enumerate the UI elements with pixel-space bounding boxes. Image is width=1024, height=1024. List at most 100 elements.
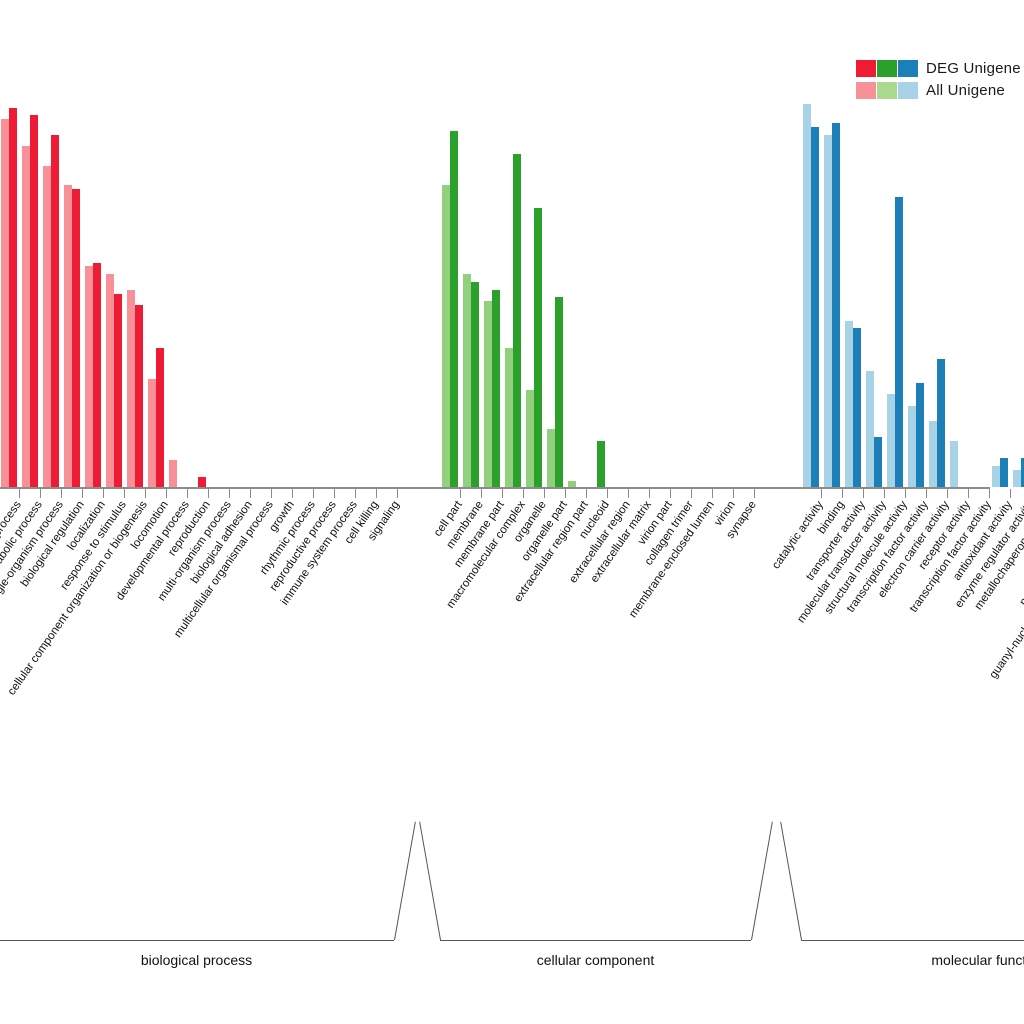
bar-deg-unigene — [135, 305, 143, 487]
x-axis-tick — [354, 489, 356, 498]
x-axis-tick — [1009, 489, 1011, 498]
bar-deg-unigene — [895, 196, 904, 487]
x-axis-tick — [165, 489, 167, 498]
x-axis-tick — [270, 489, 272, 498]
x-axis-tick — [186, 489, 188, 498]
bar-deg-unigene — [51, 134, 59, 487]
bar-deg-unigene — [534, 208, 542, 487]
x-axis-tick — [904, 489, 906, 498]
x-axis-tick — [102, 489, 104, 498]
bar-all-unigene — [483, 301, 492, 487]
x-axis-tick — [543, 489, 545, 498]
bar-all-unigene — [949, 440, 958, 487]
x-axis-tick — [690, 489, 692, 498]
x-axis-tick — [18, 489, 20, 498]
x-axis-tick — [627, 489, 629, 498]
legend-swatch-red-deg — [856, 59, 876, 77]
legend-swatch-red-all — [856, 81, 876, 99]
x-axis-tick — [375, 489, 377, 498]
category-label: molecular function — [931, 952, 1024, 968]
legend-swatch-blue-deg — [898, 59, 918, 77]
bar-deg-unigene — [937, 359, 946, 487]
plot-area — [0, 0, 1024, 487]
legend-label-all: All Unigene — [926, 81, 1005, 99]
x-axis-tick — [480, 489, 482, 498]
x-axis-tick — [862, 489, 864, 498]
category-bracket-biological-process — [0, 940, 394, 941]
bar-deg-unigene — [9, 107, 17, 487]
bracket-leader-line — [394, 821, 416, 941]
bar-all-unigene — [567, 481, 576, 487]
x-axis-tick — [648, 489, 650, 498]
bar-all-unigene — [907, 405, 916, 487]
x-axis-tick — [312, 489, 314, 498]
x-axis-tick — [564, 489, 566, 498]
x-axis-tick — [711, 489, 713, 498]
bar-deg-unigene — [597, 440, 605, 487]
bar-all-unigene — [928, 421, 937, 487]
x-axis-tick — [925, 489, 927, 498]
bar-all-unigene — [63, 185, 72, 487]
legend-row-deg: DEG Unigene — [856, 57, 1021, 79]
x-axis-tick — [81, 489, 83, 498]
x-axis-tick — [883, 489, 885, 498]
legend-swatch-blue-all — [898, 81, 918, 99]
bar-all-unigene — [865, 370, 874, 487]
bar-all-unigene — [823, 134, 832, 487]
category-bracket-molecular-function — [801, 940, 1024, 941]
bar-all-unigene — [802, 103, 811, 487]
bar-deg-unigene — [471, 281, 479, 487]
bracket-leader-line — [780, 821, 803, 941]
x-axis-tick — [396, 489, 398, 498]
bar-all-unigene — [42, 165, 51, 487]
x-axis-tick — [946, 489, 948, 498]
category-label: biological process — [140, 952, 253, 968]
bar-all-unigene — [84, 266, 93, 487]
bar-deg-unigene — [114, 293, 122, 487]
bar-deg-unigene — [513, 154, 521, 487]
bar-all-unigene — [546, 428, 555, 487]
x-axis-tick — [333, 489, 335, 498]
bar-deg-unigene — [1000, 457, 1009, 487]
bar-all-unigene — [147, 378, 156, 487]
bracket-leader-line — [751, 821, 773, 941]
x-axis-line — [0, 487, 990, 489]
x-axis-tick — [459, 489, 461, 498]
bar-deg-unigene — [93, 262, 101, 487]
bar-deg-unigene — [30, 115, 38, 487]
bar-deg-unigene — [72, 189, 80, 487]
bar-deg-unigene — [874, 436, 883, 487]
bar-all-unigene — [1012, 469, 1021, 487]
bar-all-unigene — [991, 465, 1000, 487]
bar-deg-unigene — [492, 289, 500, 487]
bar-all-unigene — [844, 320, 853, 487]
category-label: cellular component — [536, 952, 655, 968]
bar-deg-unigene — [555, 297, 563, 487]
bar-all-unigene — [886, 394, 895, 487]
bar-deg-unigene — [198, 477, 206, 487]
bar-all-unigene — [105, 274, 114, 487]
x-axis-tick — [501, 489, 503, 498]
bar-deg-unigene — [916, 382, 925, 487]
bar-deg-unigene — [853, 328, 862, 487]
bar-all-unigene — [21, 146, 30, 487]
bar-all-unigene — [441, 185, 450, 487]
bar-all-unigene — [504, 347, 513, 487]
x-axis-tick — [585, 489, 587, 498]
legend-swatch-green-deg — [877, 59, 897, 77]
x-axis-tick — [669, 489, 671, 498]
bar-all-unigene — [126, 289, 135, 487]
x-axis-tick — [228, 489, 230, 498]
x-axis-tick — [967, 489, 969, 498]
bar-all-unigene — [462, 274, 471, 487]
x-axis-tick — [988, 489, 990, 498]
legend-swatch-green-all — [877, 81, 897, 99]
bar-deg-unigene — [811, 127, 820, 487]
x-axis-tick — [606, 489, 608, 498]
bar-all-unigene — [168, 459, 177, 487]
bar-all-unigene — [525, 390, 534, 487]
bar-deg-unigene — [832, 123, 841, 487]
x-axis-tick — [249, 489, 251, 498]
x-axis-tick — [123, 489, 125, 498]
